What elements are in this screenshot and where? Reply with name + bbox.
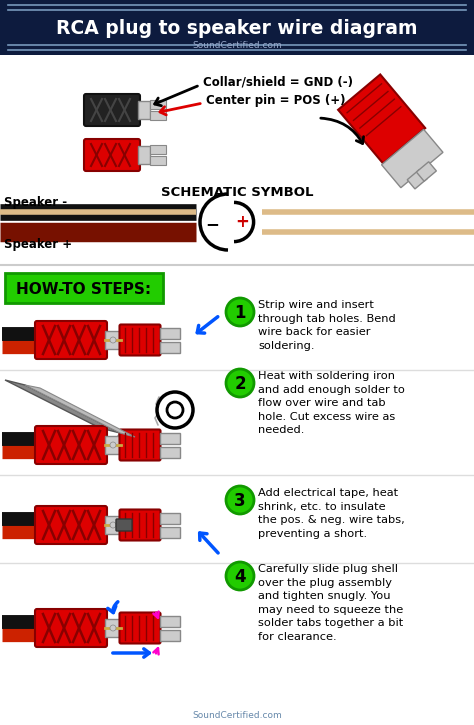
FancyBboxPatch shape — [150, 156, 166, 165]
FancyBboxPatch shape — [160, 447, 180, 457]
Text: SoundCertified.com: SoundCertified.com — [192, 710, 282, 719]
Circle shape — [110, 625, 116, 631]
FancyBboxPatch shape — [105, 619, 121, 637]
FancyBboxPatch shape — [160, 341, 180, 352]
Circle shape — [226, 369, 254, 397]
Text: Carefully slide plug shell
over the plug assembly
and tighten snugly. You
may ne: Carefully slide plug shell over the plug… — [258, 564, 403, 642]
FancyBboxPatch shape — [138, 146, 150, 164]
Circle shape — [110, 522, 116, 528]
Text: −: − — [205, 215, 219, 233]
FancyBboxPatch shape — [35, 506, 107, 544]
FancyBboxPatch shape — [35, 609, 107, 647]
Text: Strip wire and insert
through tab holes. Bend
wire back for easier
soldering.: Strip wire and insert through tab holes.… — [258, 300, 396, 351]
Text: HOW-TO STEPS:: HOW-TO STEPS: — [17, 281, 152, 297]
FancyBboxPatch shape — [138, 101, 150, 119]
Text: 4: 4 — [234, 568, 246, 586]
FancyBboxPatch shape — [119, 510, 161, 541]
Text: 3: 3 — [234, 492, 246, 510]
Circle shape — [226, 562, 254, 590]
Text: Speaker +: Speaker + — [4, 238, 72, 251]
Text: RCA plug to speaker wire diagram: RCA plug to speaker wire diagram — [56, 19, 418, 38]
FancyBboxPatch shape — [119, 613, 161, 644]
FancyBboxPatch shape — [150, 111, 166, 120]
FancyBboxPatch shape — [119, 429, 161, 460]
Text: Add electrical tape, heat
shrink, etc. to insulate
the pos. & neg. wire tabs,
pr: Add electrical tape, heat shrink, etc. t… — [258, 488, 405, 539]
FancyBboxPatch shape — [84, 94, 140, 126]
FancyBboxPatch shape — [160, 328, 180, 339]
FancyBboxPatch shape — [150, 145, 166, 154]
Polygon shape — [382, 129, 443, 188]
Polygon shape — [25, 385, 135, 437]
Circle shape — [226, 486, 254, 514]
Text: SoundCertified.com: SoundCertified.com — [192, 41, 282, 50]
FancyBboxPatch shape — [119, 325, 161, 355]
FancyBboxPatch shape — [0, 0, 474, 55]
FancyBboxPatch shape — [105, 331, 121, 349]
FancyBboxPatch shape — [35, 426, 107, 464]
FancyBboxPatch shape — [160, 616, 180, 626]
FancyBboxPatch shape — [0, 55, 474, 725]
FancyBboxPatch shape — [84, 139, 140, 171]
FancyBboxPatch shape — [35, 321, 107, 359]
Text: +: + — [235, 213, 249, 231]
FancyBboxPatch shape — [160, 513, 180, 523]
FancyBboxPatch shape — [160, 433, 180, 444]
Text: 1: 1 — [234, 304, 246, 322]
Circle shape — [167, 402, 183, 418]
Circle shape — [110, 442, 116, 448]
Circle shape — [226, 298, 254, 326]
Polygon shape — [338, 75, 425, 163]
Polygon shape — [407, 170, 427, 189]
Text: SCHEMATIC SYMBOL: SCHEMATIC SYMBOL — [161, 186, 313, 199]
Circle shape — [110, 337, 116, 343]
Text: Speaker -: Speaker - — [4, 196, 67, 209]
FancyBboxPatch shape — [150, 100, 166, 109]
FancyBboxPatch shape — [105, 436, 121, 454]
FancyBboxPatch shape — [5, 273, 163, 303]
FancyBboxPatch shape — [160, 526, 180, 537]
Circle shape — [157, 392, 193, 428]
Text: Heat with soldering iron
and add enough solder to
flow over wire and tab
hole. C: Heat with soldering iron and add enough … — [258, 371, 405, 436]
Polygon shape — [416, 162, 437, 181]
Text: Center pin = POS (+): Center pin = POS (+) — [206, 94, 346, 107]
Text: 2: 2 — [234, 375, 246, 393]
FancyBboxPatch shape — [160, 629, 180, 640]
FancyBboxPatch shape — [105, 516, 121, 534]
FancyBboxPatch shape — [116, 519, 132, 531]
Polygon shape — [5, 380, 120, 433]
Polygon shape — [116, 433, 142, 447]
Text: Collar/shield = GND (-): Collar/shield = GND (-) — [203, 75, 353, 88]
